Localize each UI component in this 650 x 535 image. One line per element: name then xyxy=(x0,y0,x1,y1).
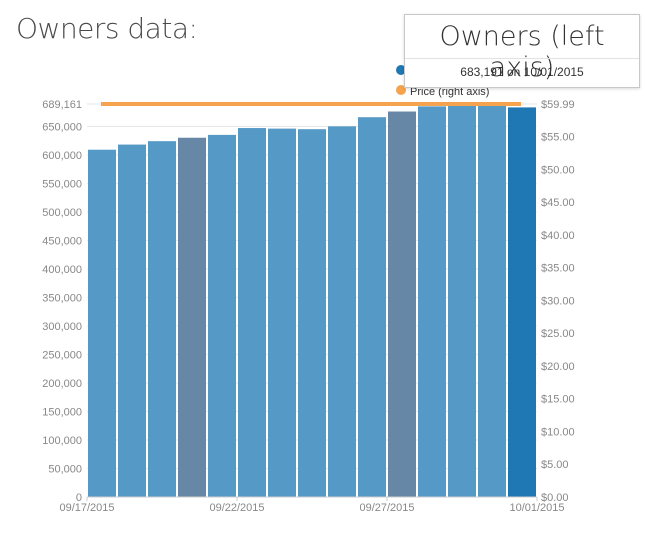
tooltip-title: Owners (left axis) xyxy=(439,21,605,83)
owners-bar xyxy=(178,137,206,498)
owners-bar xyxy=(268,128,296,498)
right-axis-tick-label: $55.00 xyxy=(541,132,575,144)
right-axis-tick-label: $40.00 xyxy=(541,230,575,242)
right-axis-tick-label: $20.00 xyxy=(541,361,575,373)
tooltip-value: 683,191 on 10/01/2015 xyxy=(460,65,584,79)
left-axis-tick-label: 500,000 xyxy=(42,207,82,219)
left-axis-tick-label: 50,000 xyxy=(48,463,82,475)
owners-bar xyxy=(298,129,326,497)
chart-tooltip: Owners (left axis) 683,191 on 10/01/2015 xyxy=(404,14,640,88)
owners-bar xyxy=(478,104,506,497)
left-axis-tick-label: 250,000 xyxy=(42,349,82,361)
left-axis-tick-label: 600,000 xyxy=(42,150,82,162)
right-axis-tick-label: $25.00 xyxy=(541,328,575,340)
left-axis-tick-label: 100,000 xyxy=(42,435,82,447)
owners-bar xyxy=(118,144,146,497)
right-axis-tick-label: $10.00 xyxy=(541,426,575,438)
left-axis-tick-label: 650,000 xyxy=(42,121,82,133)
x-axis-tick-label: 09/22/2015 xyxy=(209,502,264,514)
owners-bar xyxy=(328,126,356,497)
left-axis-tick-label: 550,000 xyxy=(42,178,82,190)
owners-bar xyxy=(238,128,266,498)
page-heading: Owners data: xyxy=(16,12,198,45)
legend-price-label: Price (right axis) xyxy=(410,86,489,98)
x-axis-tick-label: 09/27/2015 xyxy=(359,502,414,514)
x-axis-tick-label: 10/01/2015 xyxy=(509,502,564,514)
right-axis-tick-label: $45.00 xyxy=(541,197,575,209)
left-axis-tick-label: 350,000 xyxy=(42,292,82,304)
left-axis-tick-label: 150,000 xyxy=(42,406,82,418)
left-axis-tick-label: 300,000 xyxy=(42,321,82,333)
owners-bar xyxy=(208,134,236,497)
legend-owners-marker xyxy=(396,65,406,75)
left-axis-tick-label: 0 xyxy=(76,492,82,504)
right-axis-max-label: $59.99 xyxy=(541,99,575,111)
owners-bar xyxy=(448,104,476,497)
left-axis-max-label: 689,161 xyxy=(42,99,82,111)
legend-price-marker xyxy=(396,85,406,95)
owners-bar xyxy=(418,106,446,497)
owners-bar xyxy=(388,111,416,497)
right-axis-tick-label: $35.00 xyxy=(541,263,575,275)
owners-bar xyxy=(358,117,386,497)
right-axis-tick-label: $5.00 xyxy=(541,459,569,471)
right-axis-tick-label: $0.00 xyxy=(541,492,569,504)
left-axis-tick-label: 450,000 xyxy=(42,235,82,247)
right-axis-tick-label: $30.00 xyxy=(541,295,575,307)
owners-bar xyxy=(508,107,536,497)
left-axis-tick-label: 400,000 xyxy=(42,264,82,276)
tooltip-divider xyxy=(405,58,639,59)
right-axis-tick-label: $50.00 xyxy=(541,164,575,176)
right-axis-tick-label: $15.00 xyxy=(541,394,575,406)
owners-bar xyxy=(148,141,176,497)
left-axis-tick-label: 200,000 xyxy=(42,378,82,390)
owners-bar xyxy=(88,149,116,497)
x-axis-tick-label: 09/17/2015 xyxy=(59,502,114,514)
